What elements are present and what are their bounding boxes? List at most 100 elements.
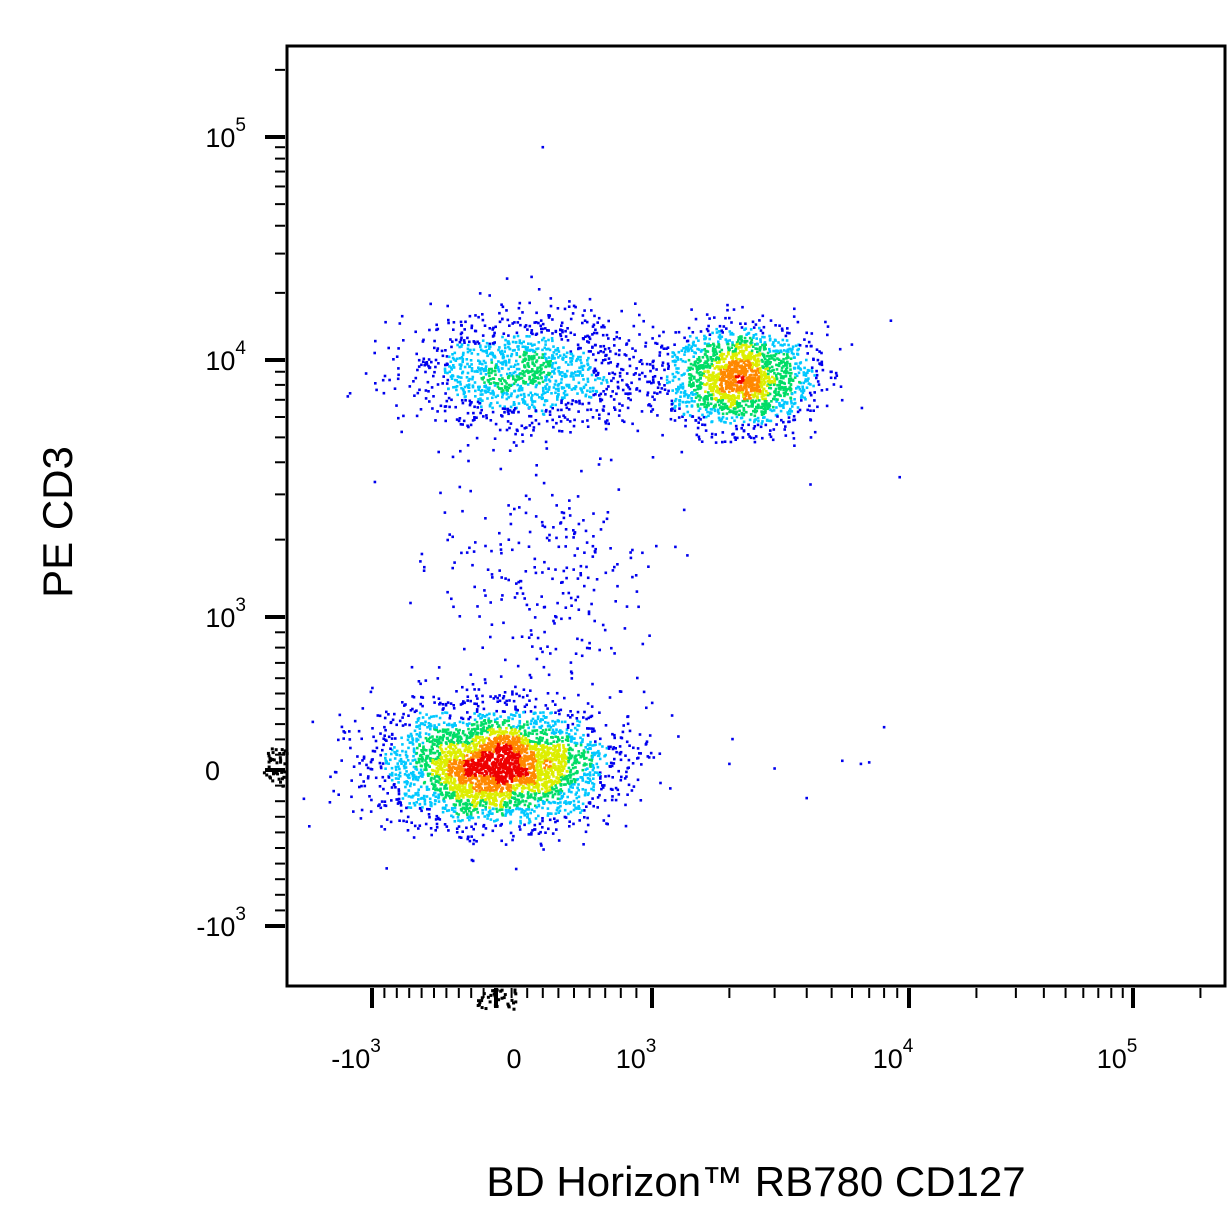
data-point	[497, 348, 500, 352]
data-point	[498, 795, 501, 798]
data-point	[429, 779, 433, 782]
data-point	[472, 801, 476, 804]
data-point	[507, 810, 511, 813]
data-point	[494, 757, 497, 761]
data-point	[490, 361, 494, 364]
data-point	[544, 756, 547, 759]
data-point	[536, 370, 539, 374]
data-point	[452, 358, 456, 361]
data-point	[447, 829, 450, 832]
data-point	[564, 775, 567, 779]
data-point	[501, 317, 504, 321]
data-point	[570, 781, 573, 784]
data-point	[780, 366, 784, 370]
data-point	[580, 752, 584, 755]
data-point	[505, 382, 508, 385]
data-point	[513, 389, 517, 393]
data-point	[474, 773, 477, 777]
data-point	[577, 788, 580, 792]
data-point	[488, 403, 492, 407]
data-point	[559, 381, 563, 384]
data-point	[499, 387, 502, 390]
data-point	[524, 370, 528, 373]
data-point	[397, 416, 400, 420]
data-point	[527, 406, 531, 409]
data-point	[468, 806, 472, 810]
data-point	[517, 410, 520, 414]
data-point	[642, 319, 645, 323]
data-point	[524, 770, 528, 773]
data-point	[504, 338, 507, 342]
data-point	[394, 786, 397, 789]
data-point	[494, 791, 498, 794]
data-point	[413, 783, 416, 786]
data-point	[503, 797, 506, 800]
data-point	[413, 710, 417, 714]
data-point	[509, 786, 512, 789]
data-point	[555, 808, 559, 812]
data-point	[638, 733, 642, 736]
data-point	[488, 294, 491, 297]
data-point	[573, 756, 577, 760]
data-point	[521, 739, 524, 742]
data-point	[450, 787, 454, 790]
data-point	[465, 779, 468, 783]
data-point	[473, 751, 476, 754]
data-point	[441, 382, 444, 385]
data-point	[508, 347, 511, 351]
data-point	[742, 406, 746, 410]
data-point	[527, 358, 531, 362]
data-point	[454, 760, 458, 763]
data-point	[395, 723, 398, 727]
data-point	[516, 773, 520, 776]
data-point	[449, 366, 453, 369]
data-point	[411, 707, 414, 711]
data-point	[555, 757, 558, 760]
data-point	[488, 733, 492, 737]
data-point	[512, 774, 516, 778]
data-point	[416, 368, 419, 372]
data-point	[393, 712, 396, 716]
data-point	[512, 382, 516, 385]
data-point	[458, 739, 462, 742]
data-point	[498, 727, 501, 731]
data-point	[456, 375, 460, 378]
data-point	[596, 373, 600, 376]
data-point	[419, 774, 423, 778]
data-point	[468, 743, 471, 746]
data-point	[484, 373, 488, 376]
data-point	[542, 732, 546, 735]
data-point	[576, 777, 580, 781]
data-point	[522, 392, 526, 396]
data-point	[438, 746, 442, 749]
data-point	[508, 426, 511, 430]
data-point	[433, 802, 437, 806]
data-point	[418, 388, 421, 392]
data-point	[533, 720, 537, 723]
data-point	[437, 816, 440, 820]
data-point	[411, 743, 415, 746]
data-point	[492, 381, 496, 384]
data-point	[311, 720, 315, 724]
data-point	[511, 349, 515, 352]
data-point	[533, 721, 536, 725]
data-point	[503, 734, 506, 738]
data-point	[616, 788, 620, 792]
data-point	[411, 738, 415, 742]
data-point	[417, 788, 420, 791]
data-point	[531, 357, 534, 361]
data-point	[554, 735, 557, 738]
data-point	[522, 757, 526, 761]
data-point	[492, 792, 495, 796]
data-point	[477, 714, 480, 718]
data-point	[534, 775, 537, 778]
data-point	[430, 782, 434, 785]
data-point	[499, 800, 503, 803]
data-point	[561, 736, 564, 739]
data-point	[484, 365, 488, 368]
data-point	[401, 797, 405, 800]
data-point	[505, 727, 508, 730]
data-point	[634, 302, 637, 305]
data-point	[556, 307, 560, 310]
data-point	[448, 714, 452, 717]
